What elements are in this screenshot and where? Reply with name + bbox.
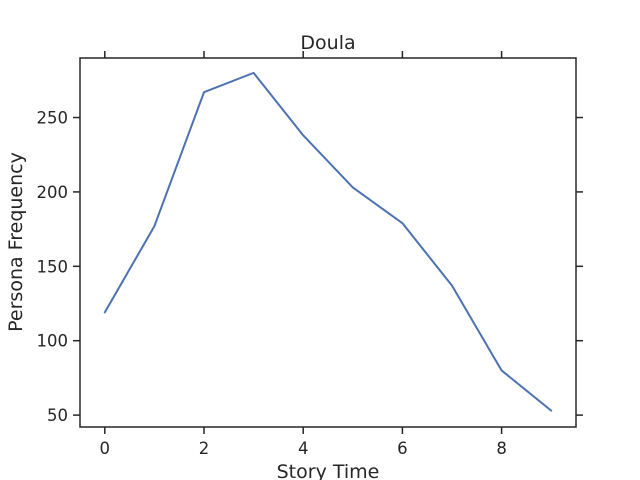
- y-tick-label: 200: [37, 183, 69, 202]
- axis-ticks: [73, 51, 583, 434]
- x-tick-label: 6: [397, 439, 408, 458]
- y-tick-label: 150: [37, 257, 69, 276]
- x-tick-label: 8: [496, 439, 507, 458]
- plot-frame: [79, 57, 577, 428]
- tick-labels: 0 2 4 6 8 50 100 150 200 250: [37, 109, 507, 458]
- chart-title: Doula: [300, 32, 355, 54]
- x-tick-label: 4: [298, 439, 309, 458]
- y-tick-label: 100: [37, 332, 69, 351]
- y-tick-label: 50: [47, 406, 68, 425]
- series-group: [103, 71, 553, 412]
- x-tick-label: 0: [100, 439, 111, 458]
- y-axis-label: Persona Frequency: [5, 152, 27, 332]
- x-axis-label: Story Time: [277, 461, 380, 480]
- series-line: [103, 71, 553, 412]
- y-tick-label: 250: [37, 109, 69, 128]
- x-tick-label: 2: [199, 439, 210, 458]
